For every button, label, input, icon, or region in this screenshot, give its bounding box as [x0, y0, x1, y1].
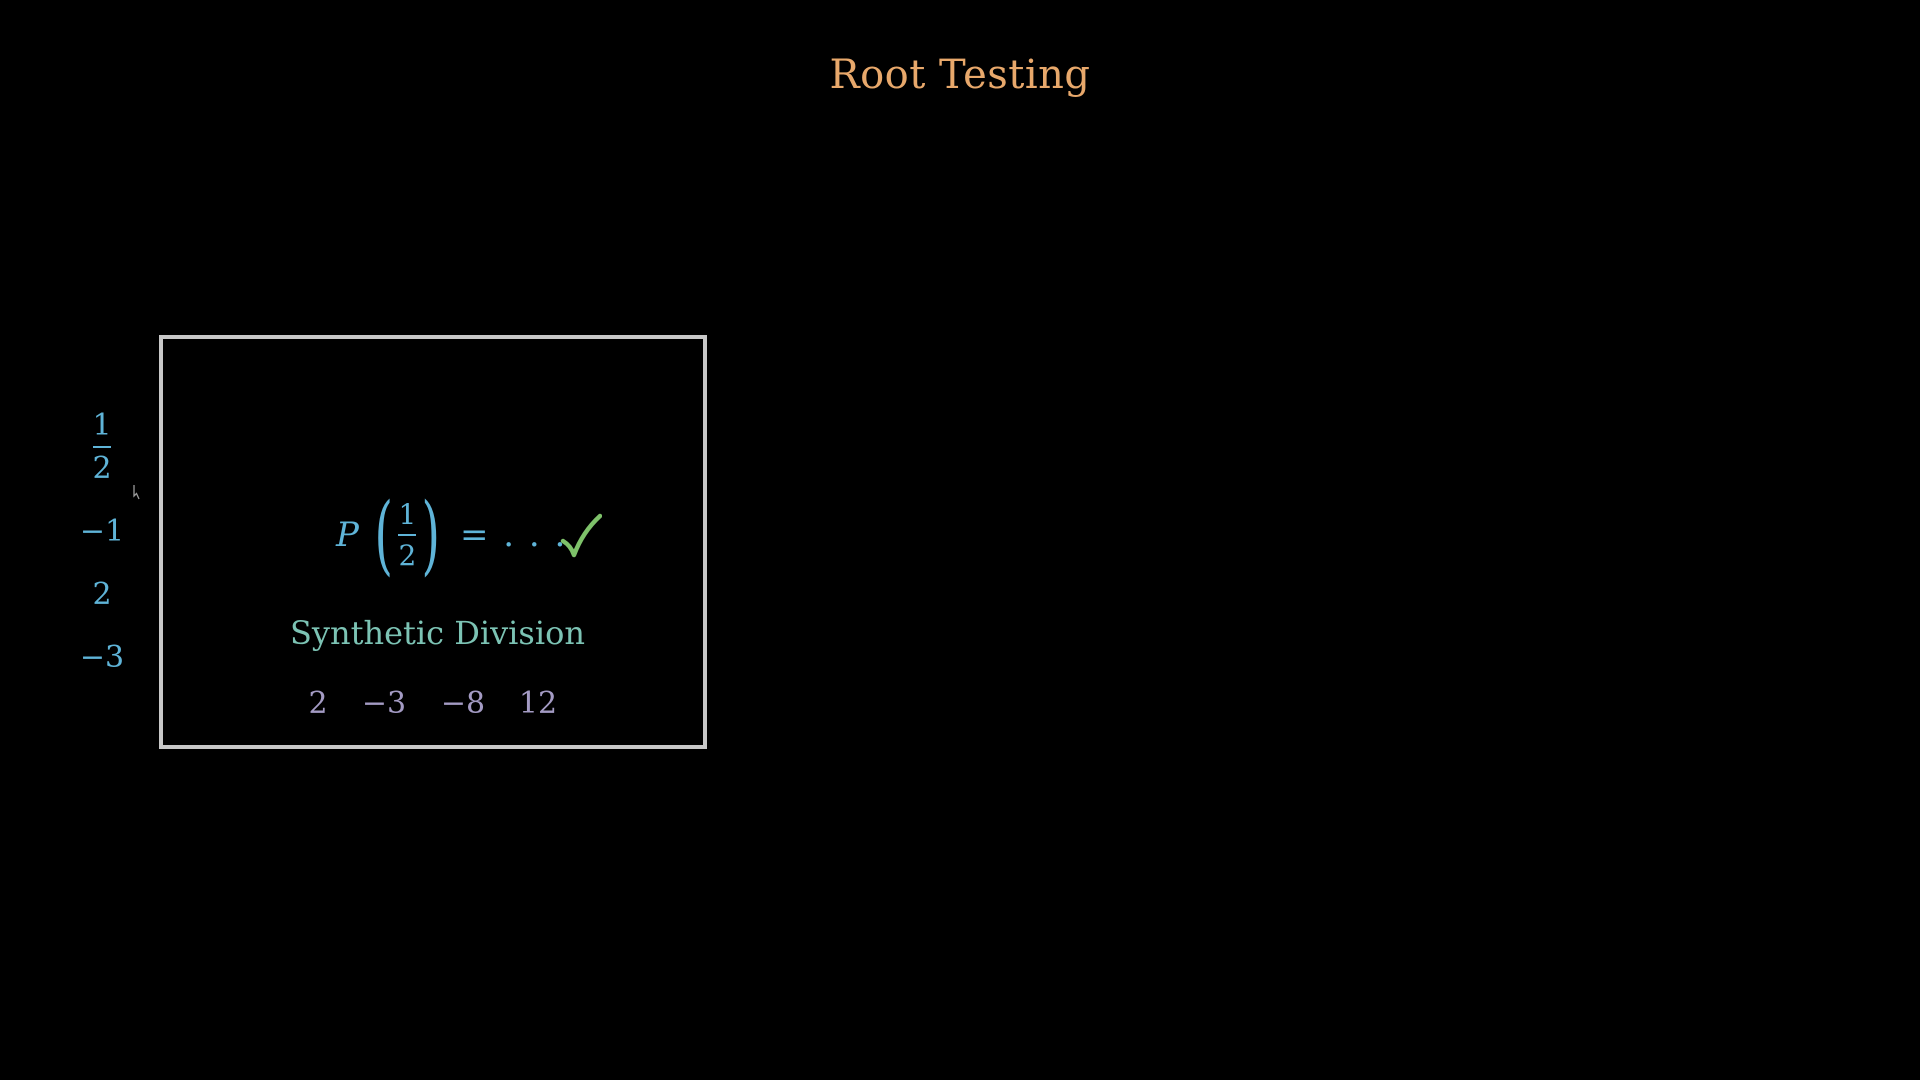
candidate-numerator: 1 [92, 408, 112, 443]
coefficient-1: 2 [308, 686, 328, 721]
evaluation-numerator: 1 [398, 497, 417, 531]
evaluation-box [159, 335, 707, 749]
coefficient-3: −8 [440, 686, 486, 721]
left-paren: ( [374, 485, 393, 585]
candidate-root-two: 2 [92, 577, 112, 612]
polynomial-name: P [336, 515, 359, 555]
candidate-root-neg-three: −3 [79, 640, 125, 675]
polynomial-evaluation: P ( 1 2 ) = . . . [336, 492, 567, 578]
mouse-cursor-icon [133, 485, 140, 500]
right-paren: ) [422, 485, 441, 585]
checkmark-icon [560, 513, 602, 558]
coefficient-2: −3 [361, 686, 407, 721]
candidate-root-one-half: 1 2 [72, 408, 132, 484]
equation-rest: = . . . [460, 515, 568, 555]
coefficient-4: 12 [518, 686, 558, 721]
candidate-denominator: 2 [92, 451, 112, 486]
page-title: Root Testing [829, 52, 1091, 98]
fraction-bar [398, 533, 417, 536]
synthetic-division-label: Synthetic Division [290, 614, 585, 652]
candidate-root-neg-one: −1 [79, 514, 125, 549]
evaluation-denominator: 2 [398, 538, 417, 572]
evaluation-fraction: 1 2 [398, 497, 417, 572]
fraction-bar [93, 446, 111, 448]
